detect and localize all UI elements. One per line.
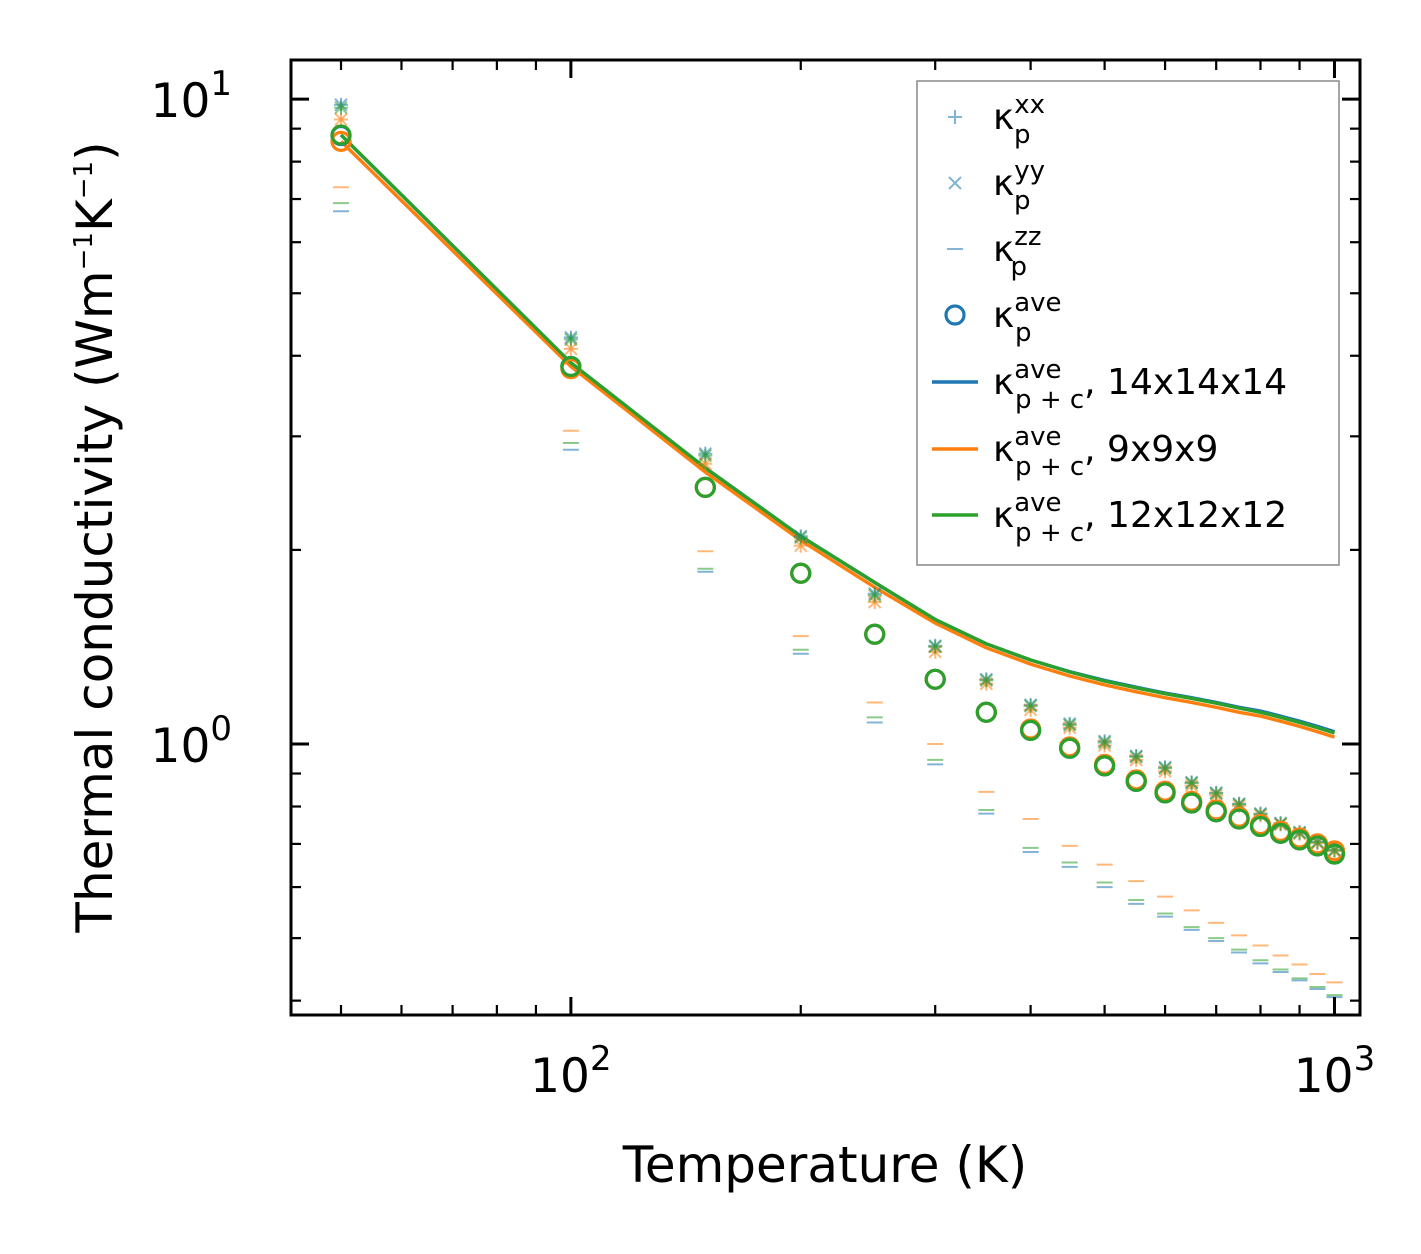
legend-box (916, 80, 1340, 566)
point-kappa-p-yy-12x12x12 (1209, 786, 1223, 801)
point-kappa-p-ave-12x12x12 (1059, 737, 1081, 759)
legend-label: κave p (993, 288, 1062, 348)
point-kappa-p-ave-12x12x12 (975, 701, 997, 723)
point-kappa-p-yy-12x12x12 (979, 673, 994, 688)
point-kappa-p-yy-12x12x12 (868, 588, 882, 603)
legend-marker-x-d2 (948, 176, 962, 190)
point-kappa-p-ave-12x12x12 (924, 668, 946, 690)
point-kappa-p-yy-12x12x12-d2 (334, 100, 348, 115)
legend-label: κave p + c, 12x12x12 (993, 488, 1287, 548)
legend: κxx p κyy p κzz p κave p κave p + c, 14x14x14 κave… (916, 80, 1340, 566)
point-kappa-p-ave-12x12x12 (1205, 801, 1227, 823)
legend-marker-plus (948, 110, 962, 124)
point-kappa-p-yy-12x12x12-d2 (794, 530, 808, 545)
legend-label: κyy p (993, 156, 1045, 216)
point-kappa-p-yy-12x12x12-d2 (1062, 718, 1077, 732)
point-kappa-p-yy-12x12x12 (698, 448, 713, 463)
x-tick-label: 103 (1294, 1039, 1375, 1104)
point-kappa-p-yy-9x9x9-d2 (334, 112, 348, 127)
series-line-2 (339, 133, 1336, 735)
y-tick-label: 101 (151, 64, 232, 129)
data-layer (330, 97, 1346, 999)
legend-label: κave p + c, 14x14x14 (993, 355, 1287, 415)
y-tick-label: 100 (151, 709, 232, 774)
legend-label: κxx p (993, 90, 1045, 150)
point-kappa-p-yy-12x12x12-d2 (1184, 776, 1199, 790)
point-kappa-p-yy-12x12x12-d2 (1097, 735, 1112, 750)
point-kappa-p-yy-12x12x12-d2 (698, 448, 713, 463)
point-kappa-p-yy-12x12x12 (928, 640, 942, 654)
legend-marker-x (948, 176, 962, 190)
point-kappa-p-yy-12x12x12-d2 (1129, 750, 1143, 764)
point-kappa-p-ave-12x12x12 (1125, 770, 1147, 793)
point-kappa-p-ave-12x12x12 (1288, 829, 1311, 851)
point-kappa-p-ave-12x12x12 (1020, 719, 1042, 741)
point-kappa-p-yy-12x12x12 (1023, 699, 1038, 713)
point-kappa-p-yy-12x12x12-d2 (979, 673, 994, 688)
point-kappa-p-yy-12x12x12 (1129, 750, 1143, 764)
axis-ticks (291, 60, 1360, 1015)
point-kappa-p-ave-12x12x12 (1249, 815, 1272, 838)
point-kappa-p-ave-12x12x12 (1323, 843, 1346, 865)
y-axis-label: Thermal conductivity (Wm−1K−1) (66, 141, 124, 933)
legend-marker-circle (944, 304, 966, 326)
point-kappa-p-ave-12x12x12 (1306, 835, 1329, 857)
x-axis-label: Temperature (K) (622, 1136, 1027, 1194)
point-kappa-p-yy-12x12x12 (334, 100, 348, 115)
legend-label: κave p + c, 9x9x9 (993, 422, 1218, 482)
point-kappa-p-yy-12x12x12 (1158, 761, 1172, 775)
point-kappa-p-yy-12x12x12-d2 (928, 640, 942, 654)
point-kappa-p-ave-12x12x12 (694, 476, 716, 498)
tick-labels: 102 103 100 101 (151, 64, 1376, 1104)
point-kappa-p-ave-12x12x12 (864, 623, 886, 645)
point-kappa-p-yy-12x12x12 (1184, 776, 1199, 790)
point-kappa-p-ave-12x12x12 (1269, 822, 1292, 844)
point-kappa-p-ave-12x12x12 (1228, 808, 1250, 830)
point-kappa-p-yy-12x12x12-d2 (868, 588, 882, 603)
point-kappa-p-ave-12x12x12 (1181, 792, 1203, 814)
point-kappa-p-yy-12x12x12 (1062, 718, 1077, 732)
legend-label: κzz p (993, 222, 1042, 282)
point-kappa-p-yy-12x12x12-d2 (1158, 761, 1172, 775)
plot-area (330, 97, 1346, 999)
x-tick-label: 102 (530, 1039, 611, 1104)
point-kappa-p-ave-12x12x12 (560, 355, 582, 378)
point-kappa-p-ave-12x12x12 (330, 124, 352, 146)
point-kappa-p-ave-9x9x9 (330, 130, 352, 152)
series-line-1 (339, 140, 1336, 739)
point-kappa-p-ave-12x12x12 (790, 562, 812, 584)
point-kappa-p-yy-12x12x12 (564, 332, 578, 347)
point-kappa-p-yy-12x12x12-d2 (1023, 699, 1038, 713)
axes-frame (289, 58, 1362, 1017)
point-kappa-p-ave-12x12x12 (1094, 755, 1116, 777)
point-kappa-p-yy-12x12x12 (794, 530, 808, 545)
point-kappa-p-yy-12x12x12 (1097, 735, 1112, 750)
point-kappa-p-yy-12x12x12-d2 (564, 332, 578, 347)
point-kappa-p-ave-12x12x12 (1154, 782, 1176, 804)
point-kappa-p-yy-9x9x9 (334, 112, 348, 127)
point-kappa-p-yy-12x12x12-d2 (1209, 786, 1223, 801)
